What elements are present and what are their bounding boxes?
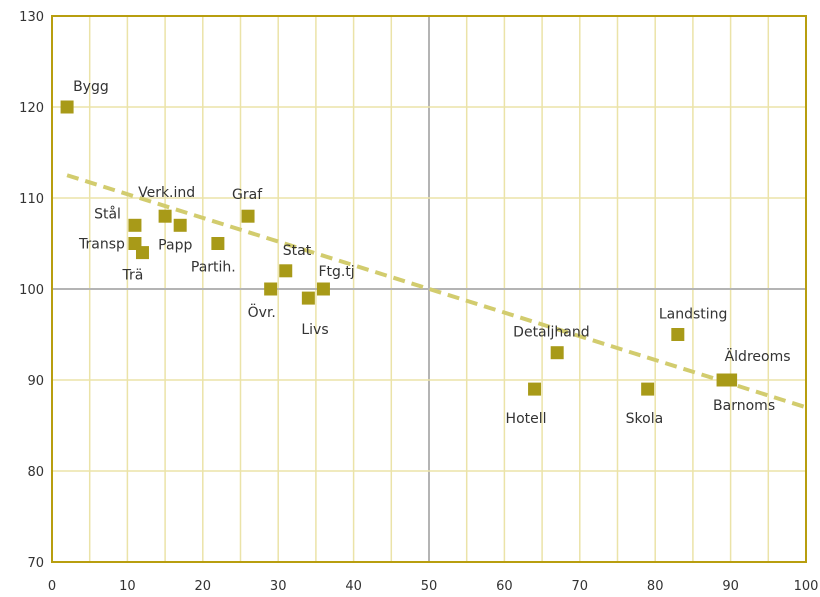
point-label: Partih. xyxy=(191,260,236,276)
x-tick-label: 100 xyxy=(794,579,819,594)
plot-frame xyxy=(51,15,807,563)
point-label: Papp xyxy=(158,237,192,253)
point-label: Stat xyxy=(283,243,312,259)
data-point xyxy=(641,382,655,396)
x-tick-label: 90 xyxy=(722,579,739,594)
point-label: Ftg.tj xyxy=(318,264,354,280)
trendline-group xyxy=(66,173,807,410)
y-tick-label: 70 xyxy=(27,556,44,571)
data-point xyxy=(301,291,315,305)
point-label: Äldreoms xyxy=(725,347,791,365)
x-tick-label: 60 xyxy=(496,579,513,594)
x-tick-label: 80 xyxy=(647,579,664,594)
y-tick-label: 80 xyxy=(27,465,44,480)
data-point xyxy=(671,328,685,341)
points-group xyxy=(60,100,738,396)
data-point xyxy=(173,218,187,232)
point-label: Transp xyxy=(78,237,125,253)
x-tick-label: 20 xyxy=(195,579,212,594)
data-point xyxy=(128,218,142,232)
y-tick-label: 90 xyxy=(27,374,44,389)
data-point xyxy=(264,282,278,296)
point-label: Bygg xyxy=(73,79,109,95)
point-label: Detaljhand xyxy=(513,325,589,341)
x-tick-label: 30 xyxy=(270,579,287,594)
point-label: Verk.ind xyxy=(138,185,195,201)
x-axis-ticks: 0 10 20 30 40 50 60 70 80 90 100 xyxy=(48,579,819,594)
y-tick-label: 100 xyxy=(19,283,44,298)
point-label: Barnoms xyxy=(713,398,775,414)
y-tick-label: 130 xyxy=(19,10,44,25)
point-label: Landsting xyxy=(659,307,728,323)
x-tick-label: 40 xyxy=(345,579,362,594)
point-label: Livs xyxy=(301,322,328,338)
point-label: Trä xyxy=(121,268,143,284)
data-point xyxy=(60,100,74,114)
point-label: Skola xyxy=(626,411,664,427)
data-point xyxy=(279,264,293,278)
data-point xyxy=(135,246,149,260)
x-tick-label: 50 xyxy=(421,579,438,594)
y-tick-label: 120 xyxy=(19,101,44,116)
trendline xyxy=(66,173,807,410)
data-point xyxy=(528,382,542,396)
point-label: Övr. xyxy=(248,303,276,321)
grid xyxy=(52,16,806,562)
x-tick-label: 70 xyxy=(572,579,589,594)
data-point xyxy=(211,237,225,250)
y-axis-ticks: 70 80 90 100 110 120 130 xyxy=(19,10,44,571)
point-label: Graf xyxy=(232,187,263,203)
data-point xyxy=(158,209,172,223)
data-point xyxy=(724,373,738,387)
x-tick-label: 0 xyxy=(48,579,56,594)
point-label: Hotell xyxy=(506,411,547,427)
point-label: Stål xyxy=(94,205,121,222)
point-labels-group: Bygg Stål Transp Trä Verk.ind Papp Partih. Graf… xyxy=(73,79,790,427)
data-point xyxy=(241,209,255,223)
y-tick-label: 110 xyxy=(19,192,44,207)
data-point xyxy=(316,282,330,296)
data-point xyxy=(550,346,564,360)
x-tick-label: 10 xyxy=(119,579,136,594)
